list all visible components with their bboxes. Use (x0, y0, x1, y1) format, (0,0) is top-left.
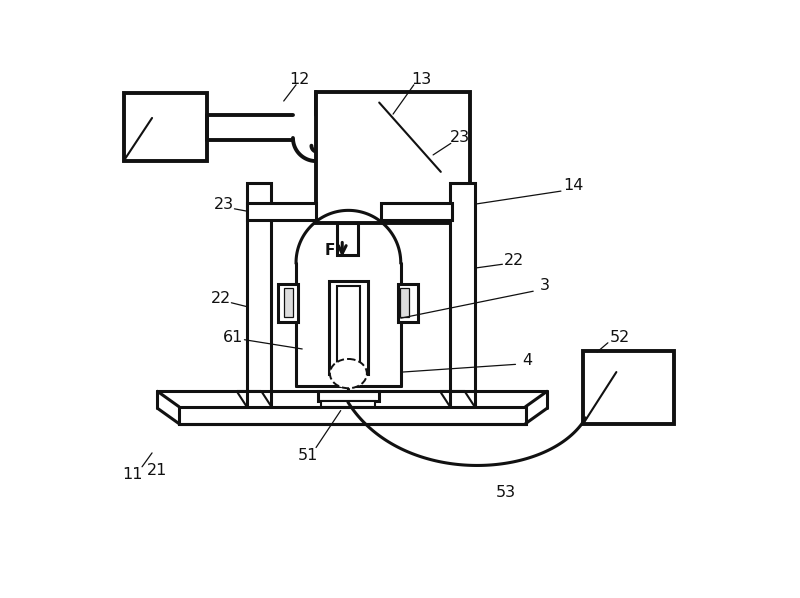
Text: 3: 3 (540, 278, 550, 294)
Text: 51: 51 (298, 448, 318, 463)
Text: 21: 21 (147, 463, 168, 478)
Bar (284, 288, 293, 318)
Text: F: F (325, 243, 335, 258)
Text: 14: 14 (563, 178, 583, 193)
Text: 61: 61 (222, 330, 243, 345)
Bar (246, 184, 271, 414)
Bar (316, 91, 470, 222)
Bar (381, 203, 451, 219)
Bar (337, 286, 360, 363)
Text: 22: 22 (211, 291, 231, 306)
Text: 52: 52 (610, 330, 630, 345)
Bar (583, 350, 674, 423)
Bar (400, 288, 410, 318)
Bar (179, 407, 526, 423)
Text: 11: 11 (122, 467, 143, 482)
Bar (278, 283, 298, 322)
Text: 22: 22 (504, 253, 524, 268)
Text: 23: 23 (450, 130, 470, 145)
Bar (329, 281, 368, 374)
Text: 4: 4 (522, 353, 532, 368)
Bar (322, 401, 375, 407)
Bar (318, 391, 379, 401)
Ellipse shape (330, 359, 367, 388)
Text: 13: 13 (411, 72, 432, 87)
Bar (246, 203, 316, 219)
Bar (398, 283, 418, 322)
Text: 53: 53 (496, 486, 516, 501)
Bar (123, 93, 206, 161)
Bar (337, 222, 358, 255)
Text: 23: 23 (214, 197, 234, 212)
Bar (450, 184, 474, 411)
Text: 12: 12 (289, 72, 310, 87)
